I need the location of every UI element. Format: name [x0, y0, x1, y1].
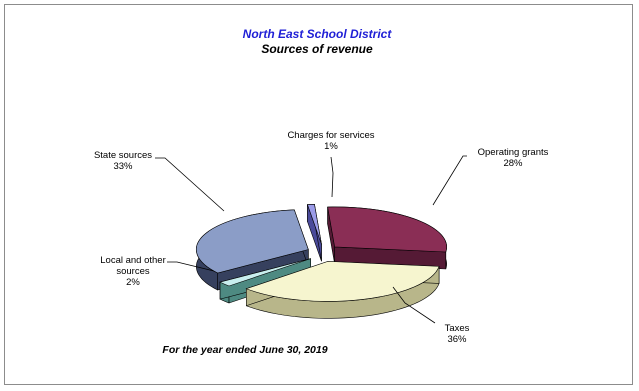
chart-title: North East School District	[243, 27, 393, 41]
leader-line-taxes	[392, 286, 436, 324]
slice-value-taxes: 36%	[447, 334, 467, 345]
slice-value-operating-grants: 28%	[503, 158, 523, 169]
pie-slice-operating-grants	[327, 206, 447, 270]
chart-footnote: For the year ended June 30, 2019	[162, 344, 327, 356]
pie-slices	[196, 204, 447, 319]
chart-frame: North East School District Sources of re…	[4, 4, 633, 385]
leader-line-operating-grants	[432, 155, 467, 206]
slice-value-state-sources: 33%	[113, 161, 133, 172]
pie-chart: North East School District Sources of re…	[94, 27, 549, 356]
pie-slice-taxes	[245, 260, 440, 319]
slice-value-charges-for-services: 1%	[324, 141, 338, 152]
leader-line-local-and-other-sources	[167, 261, 215, 272]
leader-line-charges-for-services	[330, 156, 334, 198]
slice-label-charges-for-services: Charges for services	[287, 130, 374, 141]
slice-label-taxes: Taxes	[445, 323, 470, 334]
slice-value-local-and-other-sources: 2%	[126, 277, 140, 288]
slice-label-local-and-other-sources: Local and other sources	[100, 255, 166, 277]
chart-subtitle: Sources of revenue	[261, 42, 373, 56]
slice-label-operating-grants: Operating grants	[478, 147, 549, 158]
slice-label-state-sources: State sources	[94, 150, 152, 161]
leader-line-state-sources	[155, 157, 225, 212]
pie-slice-charges-for-services	[307, 204, 322, 262]
